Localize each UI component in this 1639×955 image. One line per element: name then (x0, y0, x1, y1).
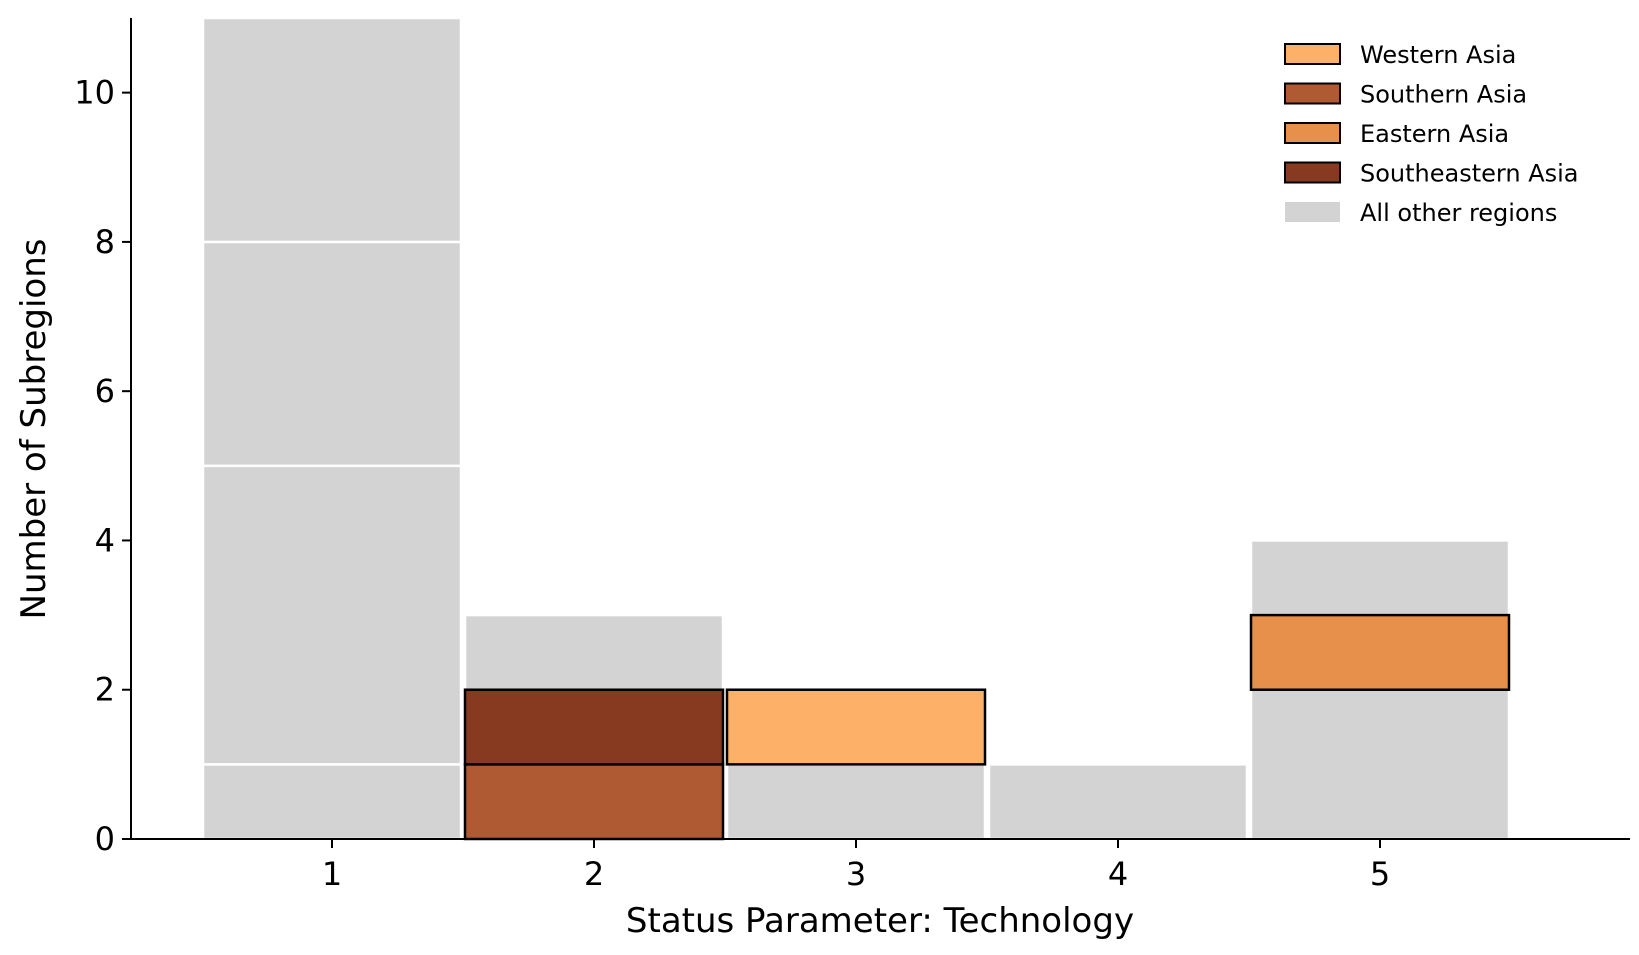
legend-label: All other regions (1360, 199, 1557, 227)
bar-segment-all-other-regions-x5 (1249, 688, 1511, 841)
ticks-layer: 1 2 3 4 5 0 2 4 6 8 10 (74, 74, 1390, 893)
x-tick-label: 4 (1108, 855, 1128, 893)
legend-label: Western Asia (1360, 41, 1516, 69)
legend-swatch (1284, 161, 1341, 184)
legend-label: Southeastern Asia (1360, 160, 1578, 188)
bar-segment-western-asia-x3 (725, 688, 987, 766)
x-tick-label: 3 (846, 855, 866, 893)
bar-segment-southeastern-asia-x2 (463, 688, 725, 766)
bar-segment-all-other-regions-x3 (725, 763, 987, 841)
bar-segment-all-other-regions-x1 (201, 240, 463, 468)
legend: Western Asia Southern Asia Eastern Asia Sou… (1284, 41, 1578, 227)
bar-segment-southern-asia-x2 (463, 763, 725, 841)
bar-segment-eastern-asia-x5 (1249, 613, 1511, 691)
legend-swatch (1284, 122, 1341, 144)
y-tick-label: 10 (74, 74, 115, 112)
x-tick-label: 1 (322, 855, 342, 893)
y-axis-title: Number of Subregions (14, 239, 54, 620)
y-tick-label: 0 (95, 820, 115, 858)
bar-segment-all-other-regions-x5 (1249, 539, 1511, 617)
bars-layer (201, 16, 1511, 841)
y-tick-label: 4 (95, 521, 115, 559)
y-tick-label: 8 (95, 223, 115, 261)
legend-swatch (1284, 43, 1341, 65)
x-axis-title: Status Parameter: Technology (626, 901, 1134, 941)
x-tick-label: 5 (1370, 855, 1390, 893)
bar-segment-all-other-regions-x4 (987, 763, 1249, 841)
y-tick-label: 2 (95, 671, 115, 709)
bar-segment-all-other-regions-x1 (201, 16, 463, 244)
legend-label: Eastern Asia (1360, 120, 1509, 148)
y-tick-label: 6 (95, 372, 115, 410)
legend-swatch (1285, 202, 1340, 222)
bar-segment-all-other-regions-x1 (201, 763, 463, 841)
bar-segment-all-other-regions-x2 (463, 613, 725, 691)
x-tick-label: 2 (584, 855, 604, 893)
legend-swatch (1284, 82, 1341, 105)
legend-label: Southern Asia (1360, 81, 1527, 109)
bar-segment-all-other-regions-x1 (201, 464, 463, 766)
